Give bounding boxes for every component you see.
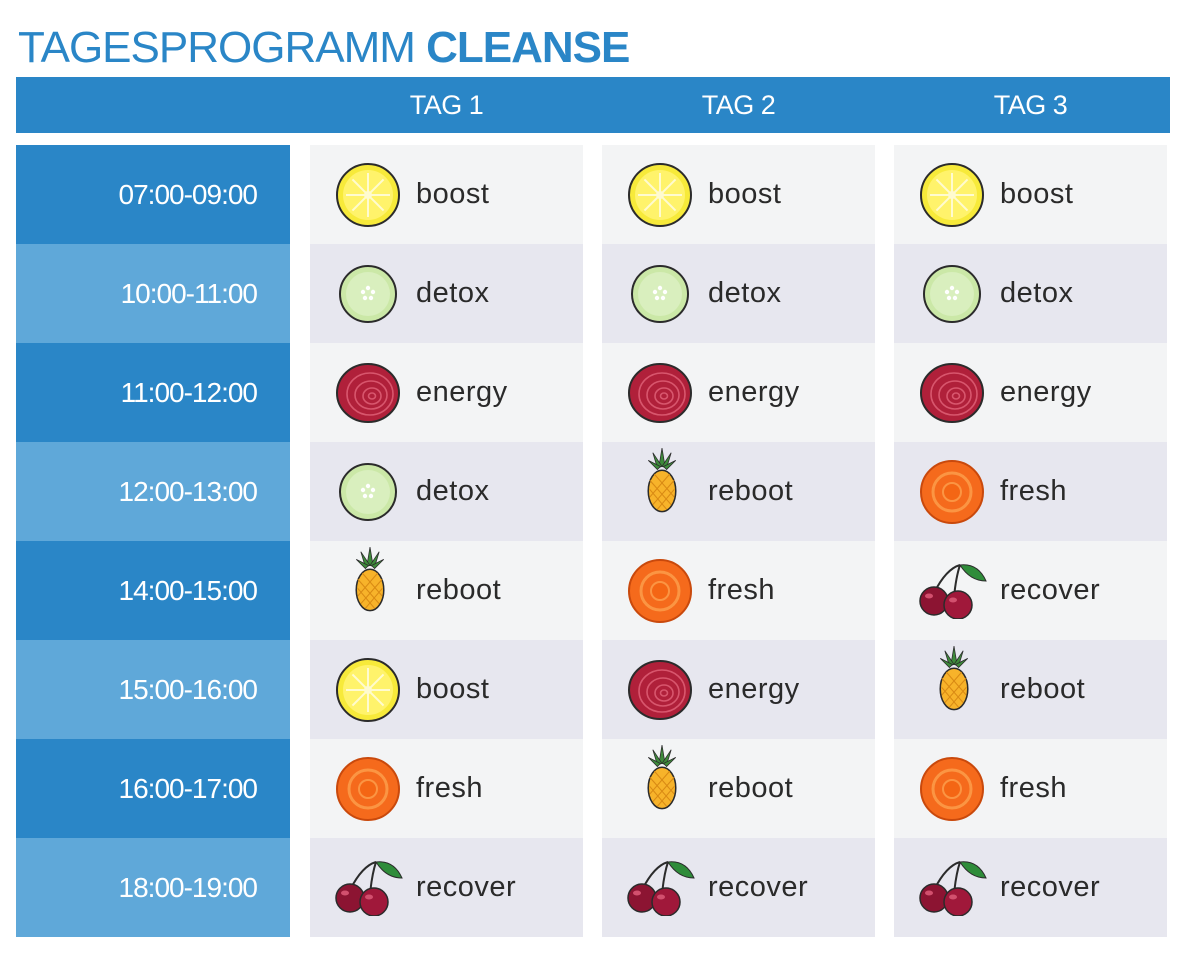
day-column-1: boost detox energy detox reboot boost fresh rec… — [310, 145, 583, 937]
drink-label: fresh — [708, 574, 775, 606]
cherry-icon — [914, 856, 987, 924]
schedule-cell: recover — [894, 838, 1167, 937]
carrot-icon — [626, 557, 694, 625]
pineapple-icon — [636, 745, 704, 821]
schedule-cell: reboot — [894, 640, 1167, 739]
drink-label: recover — [1000, 871, 1101, 903]
drink-label: detox — [416, 277, 490, 309]
drink-label: detox — [1000, 277, 1074, 309]
drink-label: energy — [708, 376, 800, 408]
pineapple-icon — [344, 547, 412, 623]
schedule-cell: fresh — [894, 442, 1167, 541]
beet-icon — [918, 359, 986, 427]
time-slot: 10:00-11:00 — [16, 244, 290, 343]
time-slot: 07:00-09:00 — [16, 145, 290, 244]
cherry-icon — [622, 856, 695, 924]
schedule-cell: boost — [602, 145, 875, 244]
schedule-cell: reboot — [602, 442, 875, 541]
day-header-1: TAG 1 — [409, 90, 484, 120]
time-column: 07:00-09:00 10:00-11:00 11:00-12:00 12:0… — [16, 145, 290, 937]
drink-label: detox — [708, 277, 782, 309]
time-slot: 11:00-12:00 — [16, 343, 290, 442]
cucumber-icon — [334, 260, 402, 328]
title-light: TAGESPROGRAMM — [18, 23, 427, 72]
carrot-icon — [918, 458, 986, 526]
schedule-cell: energy — [310, 343, 583, 442]
drink-label: reboot — [1000, 673, 1086, 705]
time-slot: 18:00-19:00 — [16, 838, 290, 937]
time-slot: 15:00-16:00 — [16, 640, 290, 739]
beet-icon — [626, 656, 694, 724]
carrot-icon — [918, 755, 986, 823]
page-title: TAGESPROGRAMM CLEANSE — [18, 22, 630, 74]
drink-label: energy — [416, 376, 508, 408]
carrot-icon — [334, 755, 402, 823]
drink-label: boost — [416, 673, 490, 705]
lemon-icon — [918, 161, 986, 229]
lemon-icon — [334, 656, 402, 724]
schedule-cell: recover — [894, 541, 1167, 640]
drink-label: boost — [416, 178, 490, 210]
drink-label: boost — [708, 178, 782, 210]
lemon-icon — [334, 161, 402, 229]
schedule-cell: fresh — [894, 739, 1167, 838]
drink-label: fresh — [1000, 772, 1067, 804]
pineapple-icon — [928, 646, 996, 722]
day-column-3: boost detox energy fresh recover reboot fresh r… — [894, 145, 1167, 937]
header-bar: TAG 1 TAG 2 TAG 3 — [16, 77, 1170, 133]
cucumber-icon — [626, 260, 694, 328]
cucumber-icon — [334, 458, 402, 526]
time-slot: 14:00-15:00 — [16, 541, 290, 640]
time-slot: 16:00-17:00 — [16, 739, 290, 838]
schedule-cell: detox — [602, 244, 875, 343]
day-column-2: boost detox energy reboot fresh energy reboot r… — [602, 145, 875, 937]
schedule-cell: recover — [310, 838, 583, 937]
beet-icon — [334, 359, 402, 427]
cherry-icon — [330, 856, 403, 924]
beet-icon — [626, 359, 694, 427]
drink-label: energy — [1000, 376, 1092, 408]
schedule-cell: boost — [310, 640, 583, 739]
time-slot: 12:00-13:00 — [16, 442, 290, 541]
drink-label: reboot — [708, 475, 794, 507]
schedule-cell: detox — [310, 442, 583, 541]
cherry-icon — [914, 559, 987, 627]
title-bold: CLEANSE — [426, 23, 630, 72]
lemon-icon — [626, 161, 694, 229]
drink-label: recover — [1000, 574, 1101, 606]
schedule-cell: recover — [602, 838, 875, 937]
drink-label: detox — [416, 475, 490, 507]
schedule-cell: energy — [894, 343, 1167, 442]
schedule-cell: fresh — [310, 739, 583, 838]
drink-label: fresh — [1000, 475, 1067, 507]
drink-label: boost — [1000, 178, 1074, 210]
drink-label: fresh — [416, 772, 483, 804]
schedule-cell: detox — [310, 244, 583, 343]
schedule-cell: fresh — [602, 541, 875, 640]
schedule-cell: energy — [602, 343, 875, 442]
schedule-cell: boost — [310, 145, 583, 244]
schedule-cell: boost — [894, 145, 1167, 244]
drink-label: recover — [416, 871, 517, 903]
day-header-3: TAG 3 — [993, 90, 1068, 120]
schedule-cell: reboot — [310, 541, 583, 640]
day-header-2: TAG 2 — [701, 90, 776, 120]
drink-label: reboot — [708, 772, 794, 804]
cucumber-icon — [918, 260, 986, 328]
schedule-cell: reboot — [602, 739, 875, 838]
schedule-cell: detox — [894, 244, 1167, 343]
drink-label: reboot — [416, 574, 502, 606]
schedule-cell: energy — [602, 640, 875, 739]
drink-label: energy — [708, 673, 800, 705]
drink-label: recover — [708, 871, 809, 903]
pineapple-icon — [636, 448, 704, 524]
